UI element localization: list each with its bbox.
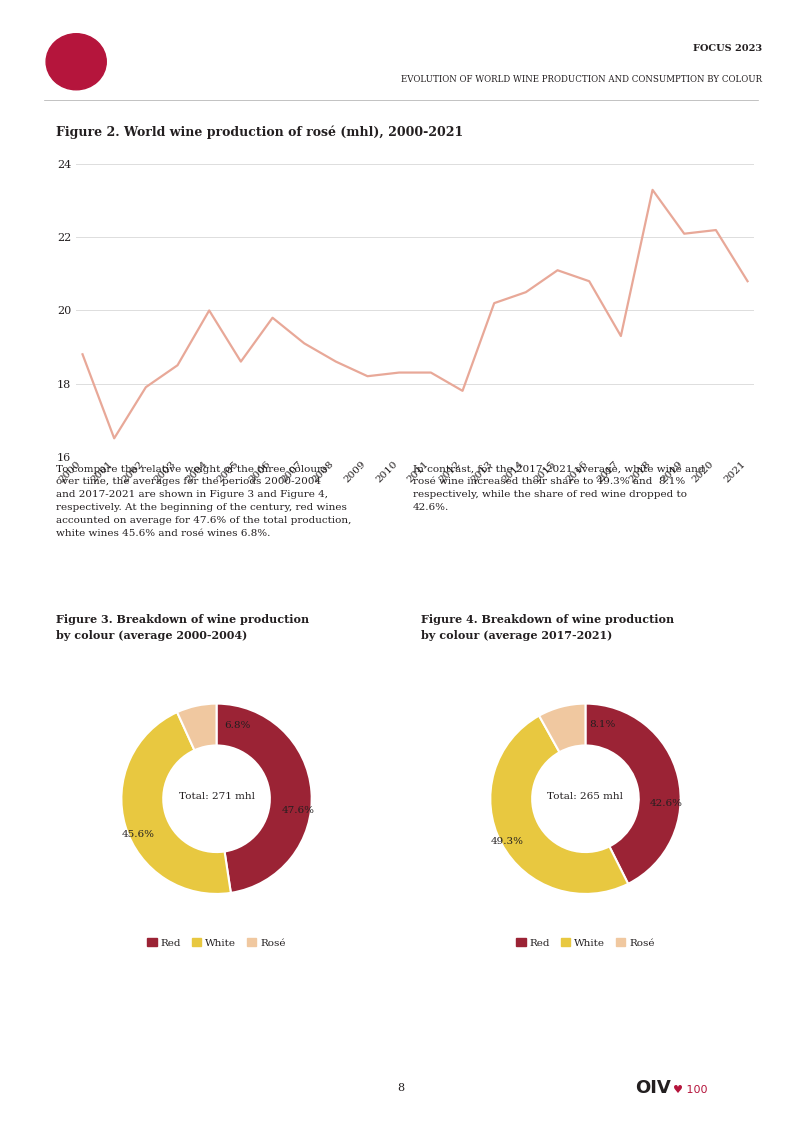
- Text: EVOLUTION OF WORLD WINE PRODUCTION AND CONSUMPTION BY COLOUR: EVOLUTION OF WORLD WINE PRODUCTION AND C…: [401, 76, 762, 85]
- Text: ♥ 100: ♥ 100: [674, 1085, 708, 1094]
- Legend: Red, White, Rosé: Red, White, Rosé: [143, 935, 290, 952]
- Ellipse shape: [46, 34, 106, 90]
- Text: 8: 8: [398, 1083, 404, 1092]
- Wedge shape: [177, 704, 217, 750]
- Wedge shape: [539, 704, 585, 752]
- Text: 45.6%: 45.6%: [122, 830, 155, 840]
- Text: Figure 3. Breakdown of wine production
by colour (average 2000-2004): Figure 3. Breakdown of wine production b…: [56, 614, 310, 640]
- Text: Figure 4. Breakdown of wine production
by colour (average 2017-2021): Figure 4. Breakdown of wine production b…: [421, 614, 674, 640]
- Text: 8.1%: 8.1%: [589, 721, 616, 730]
- Text: To compare the relative weight of the three colours
over time, the averages for : To compare the relative weight of the th…: [56, 465, 351, 538]
- Wedge shape: [490, 716, 628, 894]
- Legend: Red, White, Rosé: Red, White, Rosé: [512, 935, 659, 952]
- Wedge shape: [121, 713, 231, 894]
- Wedge shape: [217, 704, 312, 893]
- Text: In contrast, for the 2017-2021 average, white wine and
rosé wine increased their: In contrast, for the 2017-2021 average, …: [412, 465, 704, 512]
- Wedge shape: [585, 704, 681, 884]
- Text: 6.8%: 6.8%: [225, 722, 251, 731]
- Text: FOCUS 2023: FOCUS 2023: [693, 44, 762, 53]
- Text: Total: 271 mhl: Total: 271 mhl: [179, 792, 254, 801]
- Text: 49.3%: 49.3%: [491, 837, 524, 846]
- Text: Total: 265 mhl: Total: 265 mhl: [548, 792, 623, 801]
- Text: Figure 2. World wine production of rosé (mhl), 2000-2021: Figure 2. World wine production of rosé …: [56, 126, 464, 139]
- Text: 47.6%: 47.6%: [282, 806, 314, 815]
- Text: OIV: OIV: [635, 1079, 671, 1097]
- Text: 42.6%: 42.6%: [650, 799, 683, 808]
